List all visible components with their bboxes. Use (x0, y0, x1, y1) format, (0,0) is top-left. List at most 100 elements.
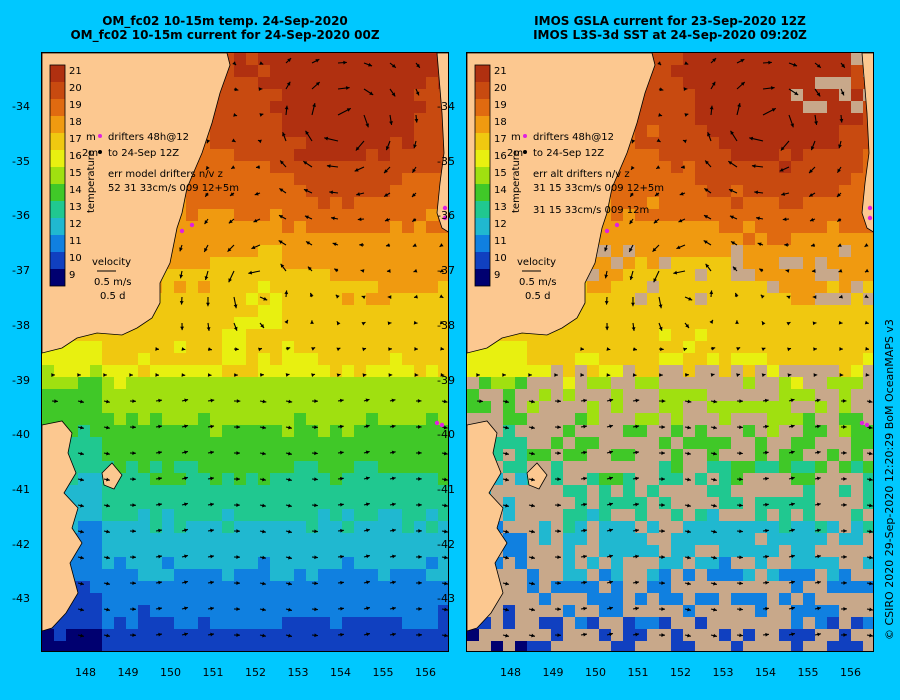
colorbar-tick-label: 19 (494, 100, 507, 111)
right-title-line1: IMOS GSLA current for 23-Sep-2020 12Z (534, 14, 806, 28)
colorbar-tick-label: 11 (69, 236, 82, 247)
colorbar-cell (475, 218, 490, 235)
colorbar-tick-label: 15 (494, 168, 507, 179)
colorbar-tick-label: 13 (69, 202, 82, 213)
mainland-coast (42, 53, 231, 354)
colorbar-cell (50, 65, 65, 82)
colorbar-axis-label: temperature (86, 150, 97, 213)
colorbar-cell (50, 133, 65, 150)
colorbar-cell (475, 184, 490, 201)
colorbar-cell (475, 82, 490, 99)
drifter-point (614, 222, 620, 228)
colorbar-tick-label: 16 (69, 151, 82, 162)
east-land (436, 53, 448, 233)
colorbar-cell (50, 99, 65, 116)
lon-tick-label: 156 (415, 666, 436, 679)
colorbar-cell (50, 235, 65, 252)
legend-err-values: 31 15 33cm/s 009 12+5m (533, 183, 664, 194)
drifter-point (179, 228, 185, 234)
credit-text: © CSIRO 2020 29-Sep-2020 12:20:29 BoM Oc… (883, 319, 896, 640)
colorbar-axis-label: temperature (511, 150, 522, 213)
velocity-time: 0.5 d (100, 291, 125, 302)
lon-tick-label: 150 (160, 666, 181, 679)
drifter-point (864, 422, 870, 428)
legend-drifters-date: to 24-Sep 12Z (533, 148, 604, 159)
legend-drifters: drifters 48h@12 (533, 132, 614, 143)
lon-tick-label: 153 (287, 666, 309, 679)
current-vectors (51, 57, 448, 638)
lat-tick-label: -39 (12, 373, 30, 387)
lat-tick-label: -40 (12, 428, 30, 442)
legend-depth-tag: 2m (507, 148, 523, 159)
lat-tick-label: -35 (437, 154, 455, 168)
lat-tick-label: -42 (12, 537, 30, 551)
left-title-line1: OM_fc02 10-15m temp. 24-Sep-2020 (102, 14, 348, 28)
legend-err-header: err model drifters n/v z (108, 169, 223, 180)
lon-tick-label: 150 (585, 666, 606, 679)
lon-tick-label: 154 (755, 666, 776, 679)
lon-tick-label: 151 (627, 666, 649, 679)
lat-tick-label: -37 (12, 264, 30, 278)
colorbar-tick-label: 18 (494, 117, 507, 128)
tasmania-coast (42, 420, 83, 632)
lon-tick-label: 152 (245, 666, 266, 679)
colorbar-tick-label: 20 (69, 83, 82, 94)
legend-depth-tag: m (86, 132, 96, 143)
right-map-panel: 21 20 19 18 17 16 15 14 13 12 11 10 9 temperature m dri… (466, 52, 874, 652)
lon-tick-label: 148 (75, 666, 96, 679)
colorbar-tick-label: 10 (69, 253, 82, 264)
tasmania-coast (467, 420, 508, 632)
colorbar-tick-label: 14 (494, 185, 507, 196)
colorbar-tick-label: 16 (494, 151, 507, 162)
colorbar-tick-label: 9 (494, 270, 500, 281)
colorbar-tick-label: 12 (494, 219, 507, 230)
lat-tick-label: -41 (12, 482, 30, 496)
colorbar-cell (475, 167, 490, 184)
colorbar-cell (50, 150, 65, 167)
colorbar-cell (475, 235, 490, 252)
legend-drifters: drifters 48h@12 (108, 132, 189, 143)
island (526, 462, 548, 490)
lon-tick-label: 155 (797, 666, 819, 679)
colorbar-cell (50, 269, 65, 286)
velocity-label: velocity (92, 257, 131, 268)
colorbar-cell (475, 269, 490, 286)
velocity-speed: 0.5 m/s (519, 277, 556, 288)
colorbar-cell (475, 201, 490, 218)
lon-tick-label: 149 (117, 666, 139, 679)
colorbar-cell (50, 218, 65, 235)
colorbar-cell (50, 184, 65, 201)
velocity-speed: 0.5 m/s (94, 277, 131, 288)
left-panel-title: OM_fc02 10-15m temp. 24-Sep-2020 OM_fc02… (20, 14, 430, 42)
lat-tick-label: -36 (12, 209, 30, 223)
drifter-point (442, 215, 448, 221)
lat-tick-label: -38 (12, 318, 30, 332)
velocity-time: 0.5 d (525, 291, 550, 302)
colorbar-cell (50, 167, 65, 184)
colorbar-tick-label: 11 (494, 236, 507, 247)
lat-tick-label: -34 (12, 100, 30, 113)
temperature-colorbar: 21 20 19 18 17 16 15 14 13 12 11 10 9 temperature (474, 64, 522, 287)
left-map-svg: 21 20 19 18 17 16 15 14 13 12 11 10 9 temperature m dri… (42, 53, 448, 651)
drifter-point (189, 222, 195, 228)
lat-tick-label: -42 (437, 537, 455, 551)
drifter-legend: m drifters 48h@12 2m to 24-Sep 12Z err model… (82, 132, 239, 302)
legend-err-values: 52 31 33cm/s 009 12+5m (108, 183, 239, 194)
drifter-point (867, 215, 873, 221)
mainland-coast (467, 53, 656, 354)
legend-err-header: err alt drifters n/v z (533, 169, 630, 180)
colorbar-tick-label: 12 (69, 219, 82, 230)
lon-tick-label: 152 (670, 666, 691, 679)
drifter-point (442, 205, 448, 211)
drifter-point (604, 228, 610, 234)
temperature-colorbar: 21 20 19 18 17 16 15 14 13 12 11 10 9 temperature (49, 64, 97, 287)
drifter-point (859, 420, 865, 426)
legend-drifters-date: to 24-Sep 12Z (108, 148, 179, 159)
lat-tick-label: -41 (437, 482, 455, 496)
drifter-legend: m drifters 48h@12 2m to 24-Sep 12Z err alt d… (507, 132, 664, 302)
right-map-svg: 21 20 19 18 17 16 15 14 13 12 11 10 9 temperature m dri… (467, 53, 873, 651)
colorbar-tick-label: 17 (494, 134, 507, 145)
colorbar-tick-label: 21 (69, 66, 82, 77)
colorbar-cell (475, 252, 490, 269)
lat-tick-label: -43 (12, 592, 30, 606)
